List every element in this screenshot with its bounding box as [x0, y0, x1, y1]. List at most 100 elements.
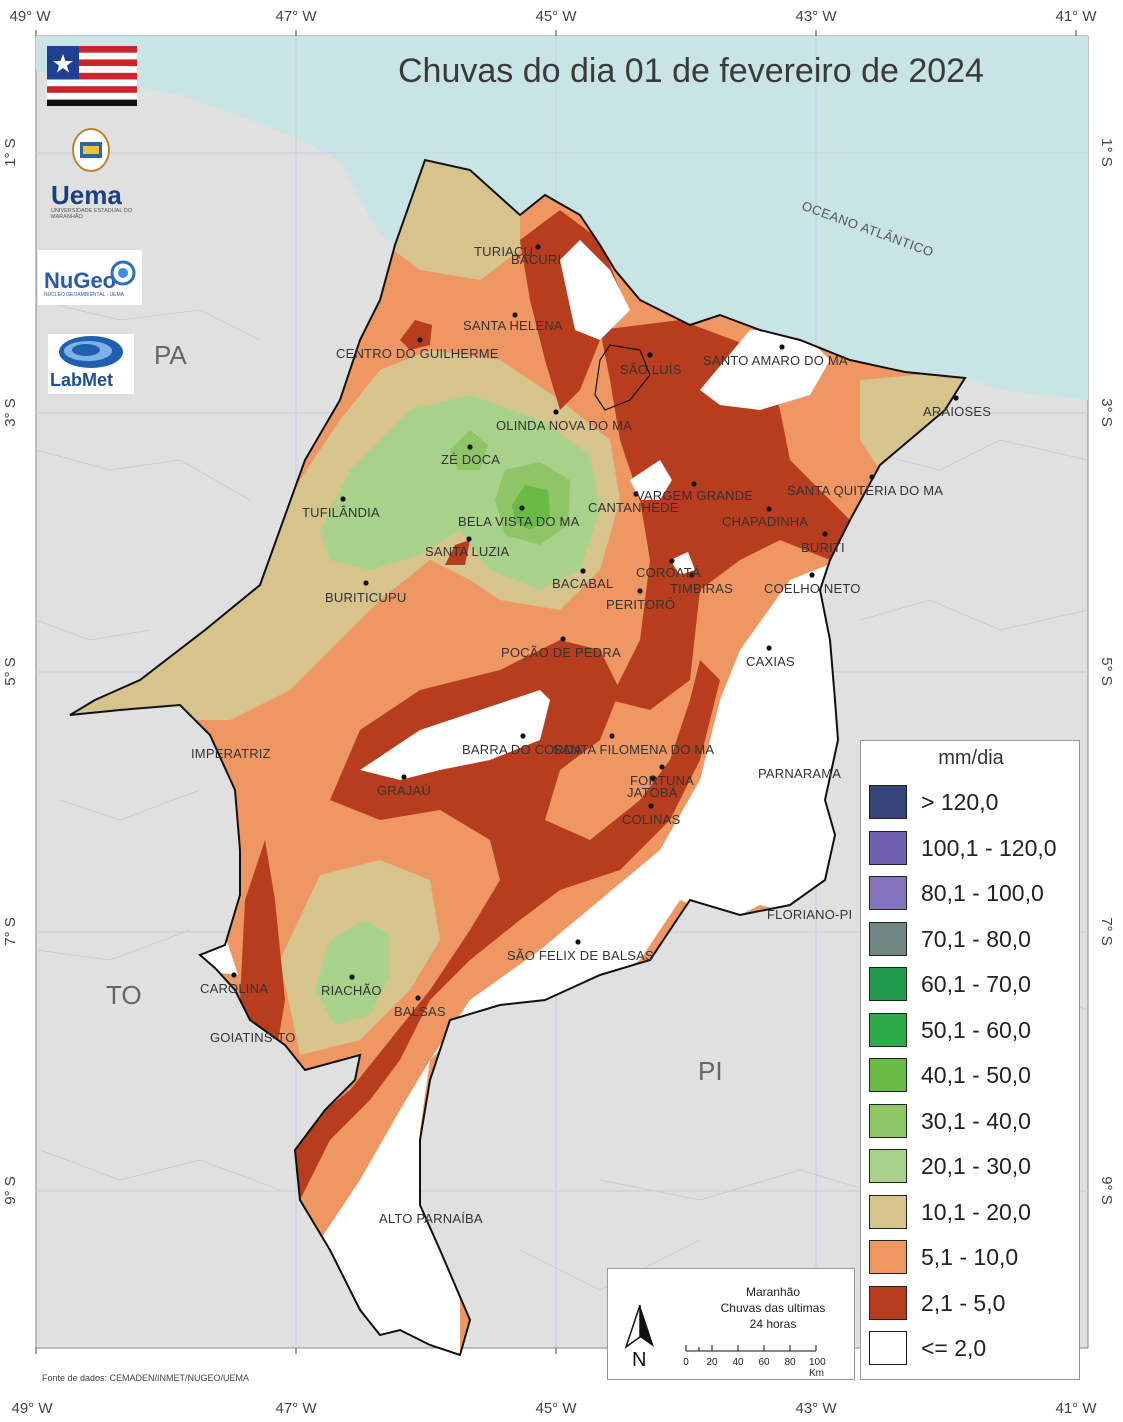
lat-tick-right: 5° S [1097, 657, 1115, 686]
city-label: SÃO LUÍS [620, 362, 682, 377]
city-label: OLINDA NOVA DO MA [496, 418, 633, 433]
legend-swatch [869, 1194, 907, 1229]
lon-tick-bottom: 49° W [11, 1400, 53, 1417]
legend-row: 30,1 - 40,0 [869, 1102, 1079, 1142]
city-label: ALTO PARNAÍBA [379, 1211, 483, 1226]
scale-label: 0 [683, 1357, 689, 1368]
city-label: COLINAS [622, 812, 681, 827]
city-label: TIMBIRAS [670, 581, 733, 596]
legend-swatch [869, 1149, 907, 1183]
legend-label: 10,1 - 20,0 [921, 1198, 1031, 1225]
city-label: PERITORÓ [606, 597, 676, 612]
labmet-logo: LabMet [48, 334, 134, 394]
city-label: POÇÃO DE PEDRA [501, 645, 621, 660]
scale-label: 20 [706, 1357, 718, 1368]
city-label: ARAIOSES [923, 404, 992, 419]
city-label: SANTA HELENA [463, 318, 563, 333]
legend-label: 40,1 - 50,0 [921, 1062, 1031, 1088]
city-label: SANTA FILOMENA DO MA [553, 742, 715, 757]
scale-label: 40 [732, 1357, 744, 1368]
city-points [231, 244, 959, 1001]
lon-tick-top: 49° W [9, 8, 51, 25]
city-label: BURITICUPU [325, 590, 407, 605]
city-label: SANTA QUITÉRIA DO MA [787, 483, 944, 498]
maranhao-flag-icon [47, 46, 137, 106]
city-label: RIACHÃO [321, 983, 382, 998]
info-line: 24 horas [749, 1317, 797, 1331]
scale-bar-icon [685, 1345, 817, 1352]
legend-row: 80,1 - 100,0 [869, 874, 1079, 914]
legend-swatch [869, 1103, 907, 1138]
city-label: GRAJAÚ [377, 783, 431, 798]
legend-label: 50,1 - 60,0 [921, 1016, 1031, 1043]
legend-row: 60,1 - 70,0 [869, 965, 1079, 1005]
city-label: FORTUNA [630, 773, 694, 788]
legend-label: 80,1 - 100,0 [921, 880, 1044, 906]
state-label-pi: PI [698, 1056, 723, 1086]
city-label: COELHO NETO [764, 581, 861, 596]
labmet-swirl-icon [59, 336, 123, 368]
city-label: TUFILÂNDIA [302, 505, 380, 520]
lat-tick-left: 1° S [1, 138, 19, 167]
nugeo-logo-name: NuGeo [44, 268, 117, 293]
lon-tick-bottom: 47° W [275, 1400, 317, 1417]
city-label: FLORIANO-PI [767, 907, 853, 922]
city-label: CENTRO DO GUILHERME [336, 346, 499, 361]
lat-tick-right: 9° S [1097, 1176, 1115, 1205]
labmet-logo-name: LabMet [50, 370, 113, 390]
north-arrow-icon [624, 1304, 654, 1349]
legend-swatch [869, 921, 907, 956]
data-source-note: Fonte de dados: CEMADEN/INMET/NUGEO/UEMA [42, 1373, 250, 1383]
city-label: CAROLINA [200, 981, 269, 996]
legend-row: 50,1 - 60,0 [869, 1011, 1079, 1051]
lat-tick-left: 9° S [1, 1176, 19, 1205]
scale-label: 60 [758, 1357, 770, 1368]
legend-swatch [869, 1012, 907, 1047]
legend-label: 60,1 - 70,0 [921, 971, 1031, 997]
legend-label: 5,1 - 10,0 [921, 1244, 1019, 1270]
lon-tick-top: 41° W [1055, 8, 1097, 25]
legend-swatch [869, 876, 907, 910]
city-label: GOIATINS-TO [210, 1030, 296, 1045]
legend-swatch [869, 967, 907, 1001]
city-label: BARRA DO CORDA [462, 742, 583, 757]
legend-label: 70,1 - 80,0 [921, 925, 1031, 952]
legend-row: 100,1 - 120,0 [869, 829, 1079, 869]
lon-tick-bottom: 41° W [1055, 1400, 1097, 1417]
lon-tick-top: 45° W [535, 8, 577, 25]
city-label: SÃO FELIX DE BALSAS [507, 948, 654, 963]
lon-tick-top: 43° W [795, 8, 837, 25]
legend-swatch [869, 1331, 907, 1365]
city-label: CHAPADINHA [722, 514, 809, 529]
city-label: BACABAL [552, 576, 614, 591]
legend-row: 40,1 - 50,0 [869, 1056, 1079, 1096]
lon-tick-bottom: 43° W [795, 1400, 837, 1417]
info-line: Maranhão [745, 1285, 801, 1299]
north-label: N [632, 1349, 647, 1371]
legend-row: 70,1 - 80,0 [869, 920, 1079, 960]
info-line: Chuvas das ultimas [720, 1301, 826, 1315]
legend-row: <= 2,0 [869, 1329, 1079, 1369]
legend-swatch [869, 1058, 907, 1092]
lat-tick-left: 3° S [1, 398, 19, 427]
legend-label: 100,1 - 120,0 [921, 834, 1057, 861]
city-label: SANTO AMARO DO MA [703, 353, 848, 368]
legend-row: > 120,0 [869, 783, 1079, 823]
city-label: BURITI [801, 540, 845, 555]
legend-label: 2,1 - 5,0 [921, 1289, 1006, 1316]
city-label: PARNARAMA [758, 766, 842, 781]
city-label: ZÉ DOCA [441, 452, 501, 467]
legend-title: mm/dia [938, 747, 1004, 769]
legend-row: 10,1 - 20,0 [869, 1193, 1079, 1233]
map-title: Chuvas do dia 01 de fevereiro de 2024 [398, 52, 984, 90]
legend-swatch [869, 1285, 907, 1320]
city-label: BALSAS [394, 1004, 446, 1019]
city-label: COROATÁ [636, 565, 701, 580]
legend-swatch [869, 1240, 907, 1274]
legend-row: 20,1 - 30,0 [869, 1147, 1079, 1187]
scale-label: 80 [784, 1357, 796, 1368]
city-label: CAXIAS [746, 654, 795, 669]
city-label: BELA VISTA DO MA [458, 514, 580, 529]
city-label: VARGEM GRANDE [636, 488, 754, 503]
nugeo-logo: NuGeo NÚCLEO GEOAMBIENTAL - UEMA [38, 250, 142, 305]
